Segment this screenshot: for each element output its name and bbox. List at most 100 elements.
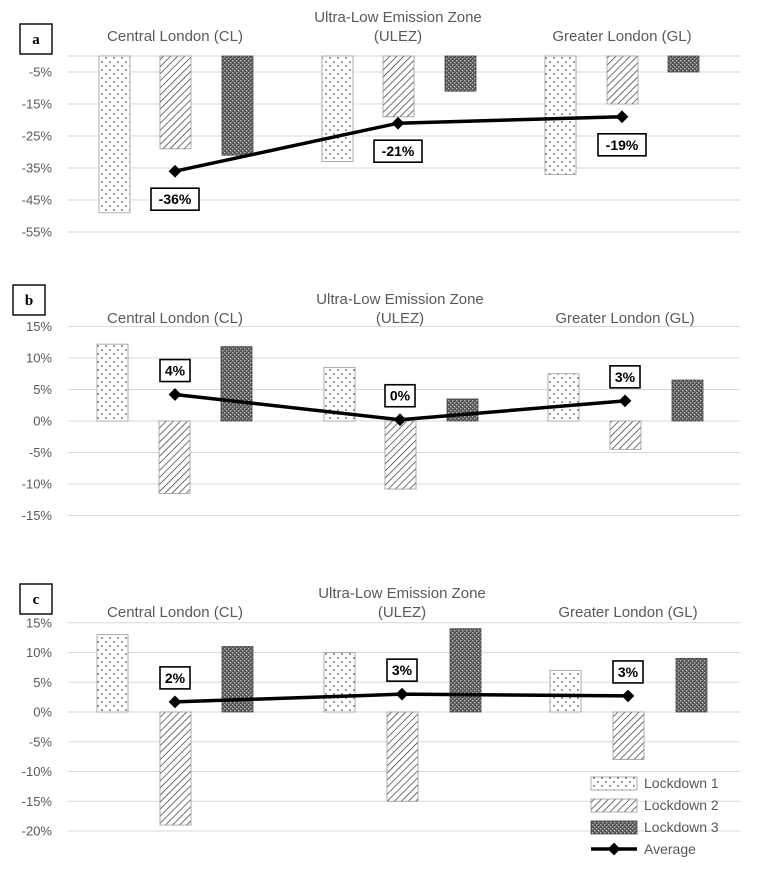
- data-label: 3%: [392, 662, 413, 678]
- average-marker: [168, 388, 182, 401]
- y-tick-label: -10%: [22, 477, 53, 492]
- panel-letter: a: [32, 32, 40, 48]
- y-tick-label: 10%: [26, 351, 52, 366]
- y-tick-label: -15%: [22, 97, 53, 112]
- y-tick-label: -5%: [29, 445, 53, 460]
- legend-item: Average: [591, 841, 696, 857]
- data-label-box: [386, 658, 418, 682]
- bar-lockdown-1: [321, 55, 354, 162]
- data-label-box: [159, 666, 191, 690]
- region-label: (ULEZ): [374, 28, 422, 45]
- region-label: Ultra-Low Emission Zone: [318, 585, 486, 602]
- bar-lockdown-2: [159, 711, 192, 826]
- data-label-box: [384, 383, 416, 408]
- bar-lockdown-2: [609, 420, 642, 450]
- average-marker: [168, 695, 182, 709]
- y-tick-label: 10%: [26, 645, 52, 660]
- legend-marker: [607, 842, 621, 856]
- panel-a: -5% -15% -25% -35% -45% -55% Central London (C…: [19, 9, 740, 240]
- y-tick-label: 5%: [33, 382, 52, 397]
- y-tick-label: 5%: [33, 675, 52, 690]
- data-label-box: [373, 139, 423, 163]
- y-tick-label: -20%: [22, 824, 53, 839]
- data-label: -36%: [159, 191, 192, 207]
- bar-lockdown-3: [675, 658, 708, 713]
- legend-item: Lockdown 3: [590, 819, 719, 835]
- bar-lockdown-3: [446, 398, 479, 422]
- y-tick-label: -45%: [22, 193, 53, 208]
- panel-letter: b: [25, 293, 33, 309]
- y-tick-label: -55%: [22, 225, 53, 240]
- legend-swatch: [590, 798, 638, 813]
- bar-lockdown-1: [96, 634, 129, 713]
- legend-label: Lockdown 3: [644, 819, 719, 835]
- data-label: -21%: [382, 143, 415, 159]
- legend-item: Lockdown 1: [590, 775, 719, 791]
- y-tick-label: -10%: [22, 764, 53, 779]
- data-label: 2%: [165, 670, 186, 686]
- panels-layer: -5% -15% -25% -35% -45% -55% Central London (C…: [12, 9, 740, 839]
- bar-lockdown-3: [449, 628, 482, 713]
- bar-lockdown-3: [667, 55, 700, 73]
- bar-lockdown-3: [220, 346, 253, 422]
- y-tick-label: -25%: [22, 129, 53, 144]
- average-marker: [621, 689, 635, 703]
- y-tick-label: -15%: [22, 508, 53, 523]
- legend-label: Lockdown 2: [644, 797, 719, 813]
- average-marker: [395, 687, 409, 701]
- bar-lockdown-3: [671, 379, 704, 422]
- y-tick-label: 15%: [26, 319, 52, 334]
- y-tick-label: 15%: [26, 615, 52, 630]
- average-marker: [168, 164, 182, 178]
- bar-lockdown-3: [444, 55, 477, 92]
- average-marker: [618, 394, 632, 408]
- region-label: Ultra-Low Emission Zone: [314, 9, 482, 26]
- average-marker: [391, 116, 405, 130]
- data-label: 4%: [165, 363, 186, 379]
- bar-lockdown-1: [323, 652, 356, 713]
- legend-swatch: [590, 776, 638, 791]
- y-tick-label: -5%: [29, 734, 53, 749]
- region-label: Greater London (GL): [555, 310, 694, 327]
- bar-lockdown-3: [221, 55, 254, 156]
- data-label: -19%: [606, 137, 639, 153]
- region-label: Central London (CL): [107, 310, 243, 327]
- region-label: Central London (CL): [107, 604, 243, 621]
- y-tick-label: -35%: [22, 161, 53, 176]
- region-label: Greater London (GL): [552, 28, 691, 45]
- panel-letter-box: [19, 23, 53, 55]
- bar-lockdown-2: [382, 55, 415, 118]
- data-label-box: [597, 133, 647, 157]
- bar-lockdown-1: [96, 343, 129, 422]
- legend: Lockdown 1 Lockdown 2 Lockdown 3 Average: [590, 775, 719, 857]
- bar-lockdown-2: [612, 711, 645, 760]
- data-label: 3%: [618, 664, 639, 680]
- panel-letter: c: [33, 592, 40, 608]
- bar-lockdown-2: [384, 420, 417, 490]
- data-label-box: [612, 660, 644, 684]
- panel-c: 15% 10% 5% 0% -5% -10% -15% -20% Central London …: [19, 583, 740, 839]
- y-tick-label: 0%: [33, 705, 52, 720]
- data-label-box: [150, 187, 200, 211]
- average-marker: [393, 413, 407, 427]
- panel-letter-box: [19, 583, 53, 615]
- region-label: Central London (CL): [107, 28, 243, 45]
- y-tick-label: -5%: [29, 65, 53, 80]
- bar-lockdown-2: [606, 55, 639, 105]
- bar-lockdown-2: [158, 420, 191, 494]
- bar-lockdown-1: [98, 55, 131, 214]
- legend-label: Lockdown 1: [644, 775, 719, 791]
- y-tick-label: 0%: [33, 414, 52, 429]
- region-label: Ultra-Low Emission Zone: [316, 291, 484, 308]
- y-tick-label: -15%: [22, 794, 53, 809]
- data-label-box: [159, 358, 191, 383]
- bar-lockdown-2: [159, 55, 192, 150]
- average-marker: [615, 110, 629, 124]
- legend-label: Average: [644, 841, 696, 857]
- data-label: 3%: [615, 369, 636, 385]
- region-label: (ULEZ): [378, 604, 426, 621]
- panel-letter-box: [12, 284, 46, 316]
- legend-item: Lockdown 2: [590, 797, 719, 813]
